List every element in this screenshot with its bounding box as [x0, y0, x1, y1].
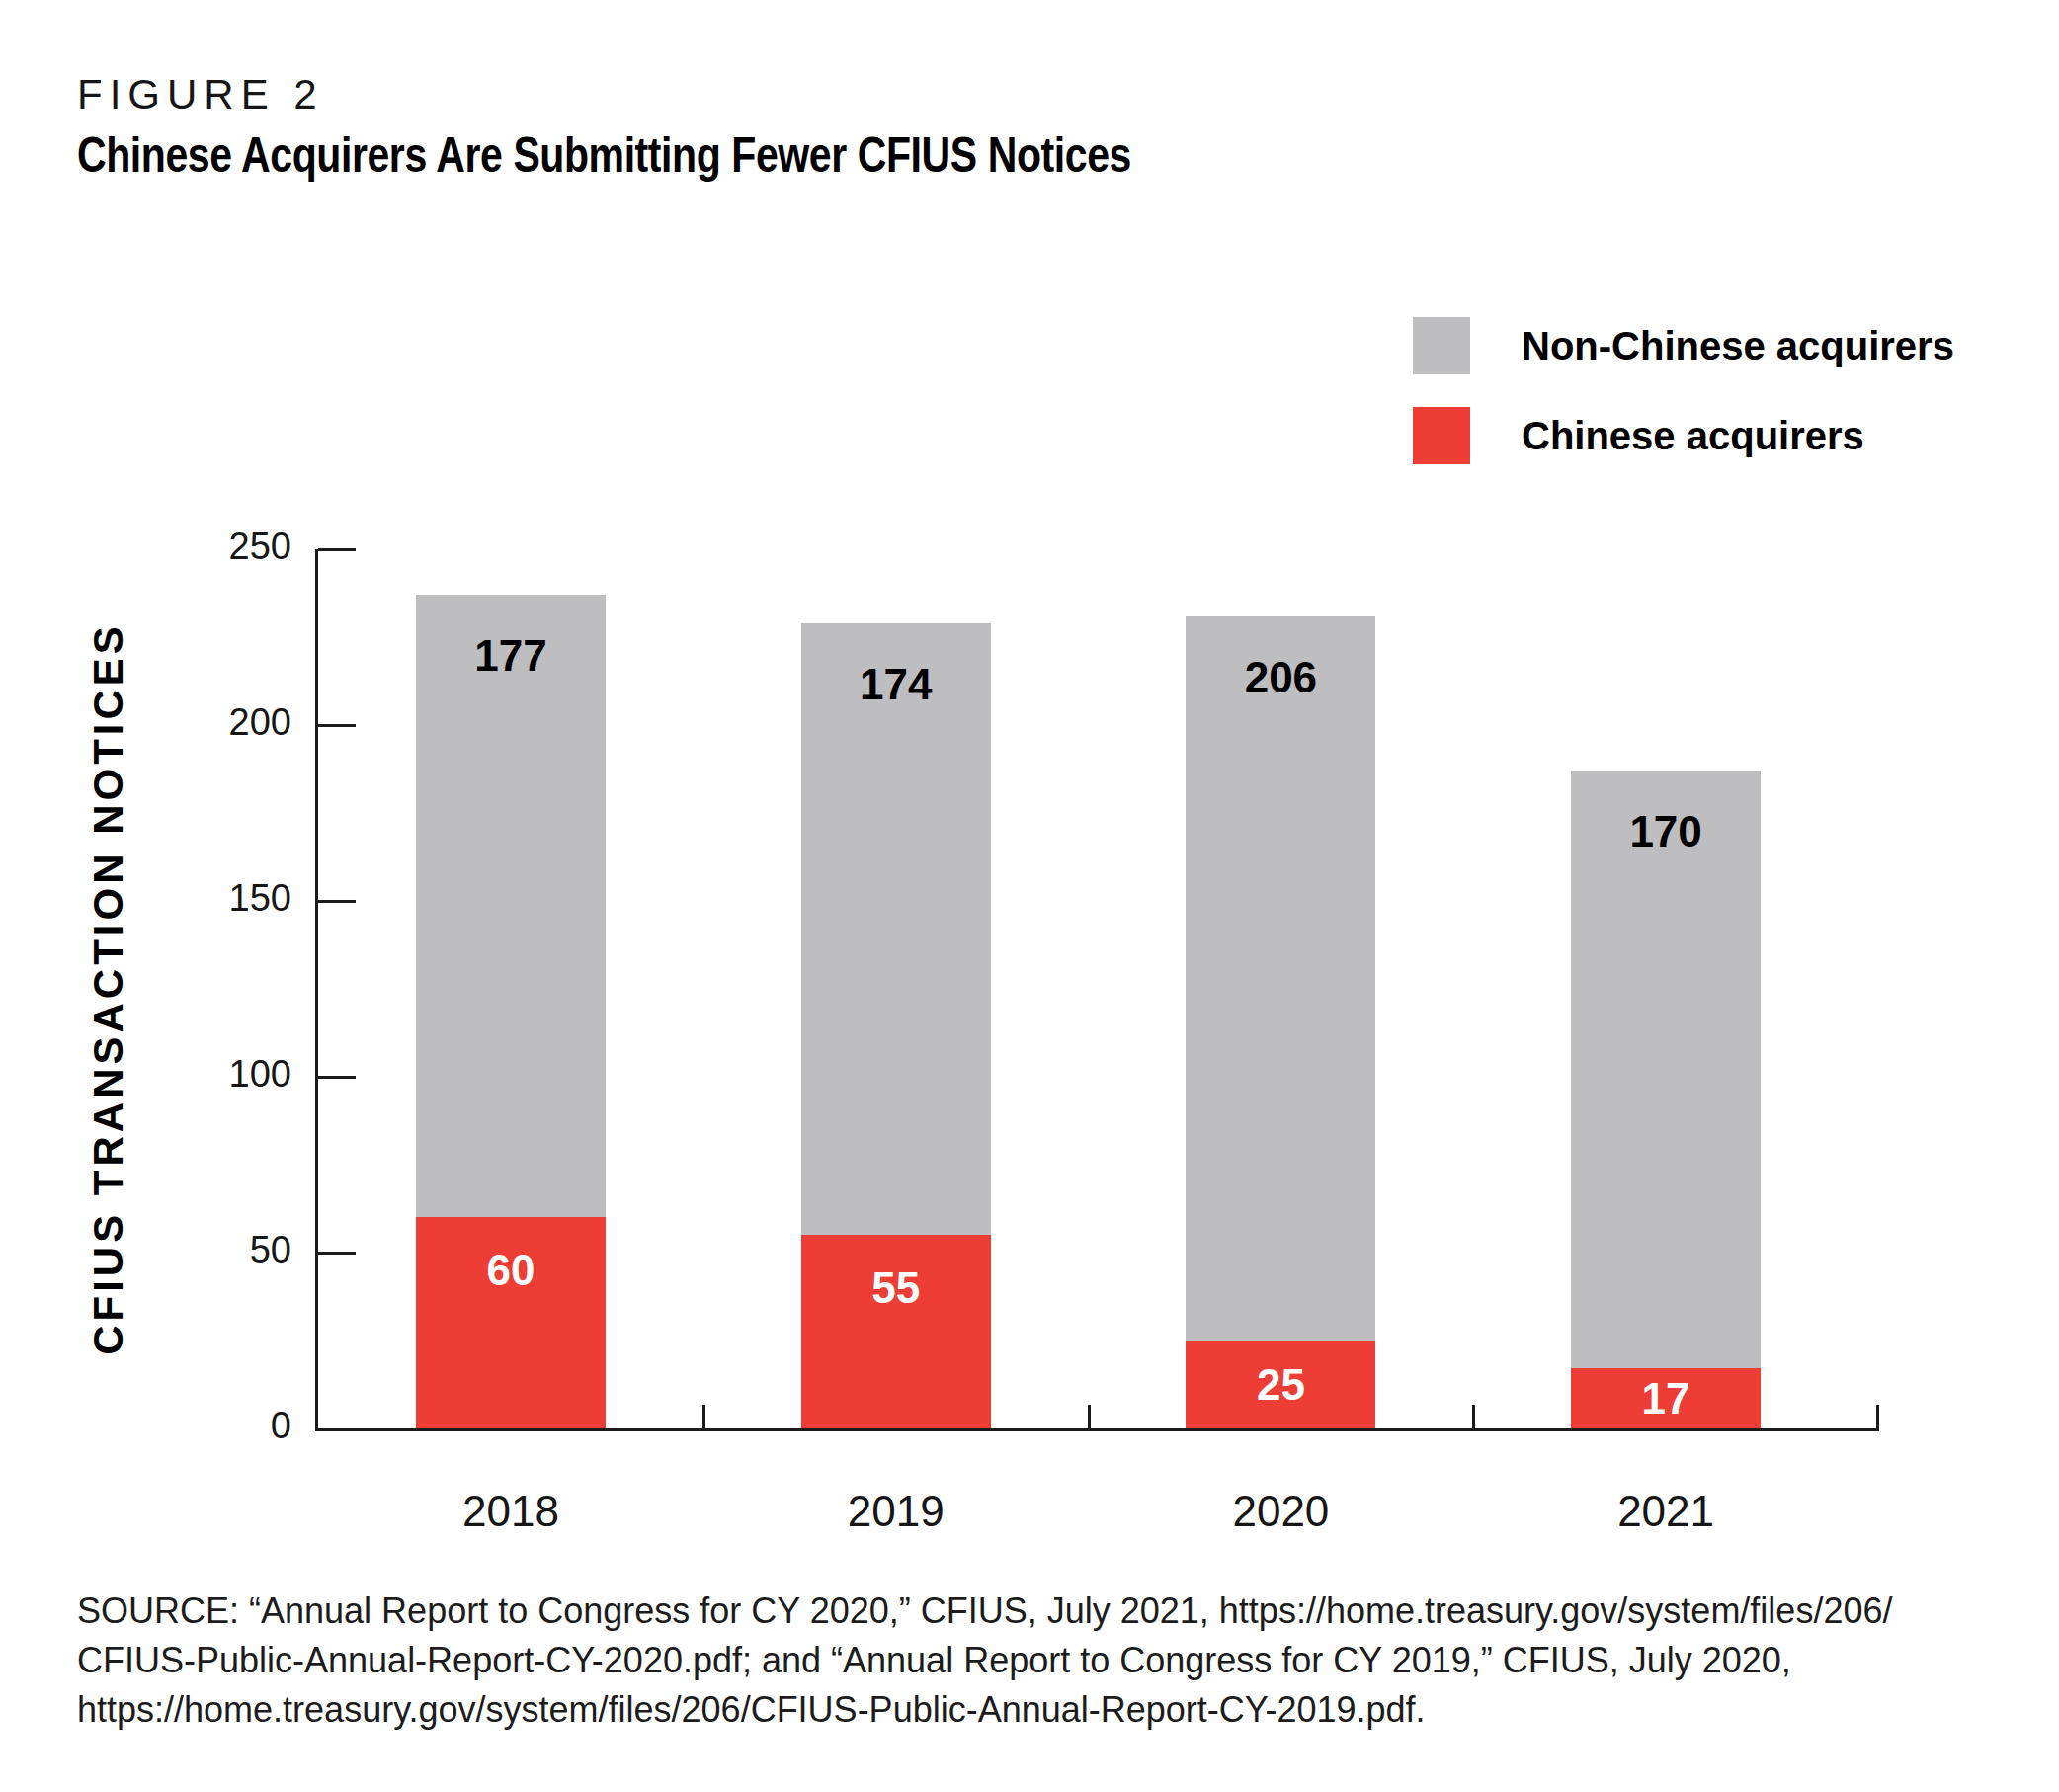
y-tick: [318, 724, 356, 727]
source-line-2: CFIUS-Public-Annual-Report-CY-2020.pdf; …: [77, 1636, 1892, 1685]
bar-value-chinese: 60: [416, 1245, 606, 1296]
x-tick: [1472, 1405, 1475, 1428]
x-axis-label: 2018: [416, 1487, 606, 1536]
bar-value-non-chinese: 170: [1571, 806, 1761, 857]
bar-segment-non-chinese: [1571, 771, 1761, 1368]
y-tick-label: 100: [114, 1053, 291, 1096]
y-tick-label: 200: [114, 701, 291, 744]
x-axis-label: 2019: [801, 1487, 991, 1536]
bar-value-chinese: 17: [1571, 1373, 1761, 1425]
x-axis-line: [315, 1428, 1879, 1431]
x-axis-end-tick: [1876, 1405, 1879, 1428]
source-line-1: SOURCE: “Annual Report to Congress for C…: [77, 1587, 1892, 1636]
y-tick-label: 50: [114, 1229, 291, 1271]
y-tick: [318, 1252, 356, 1255]
bar-segment-non-chinese: [1186, 616, 1375, 1341]
bar-value-non-chinese: 177: [416, 630, 606, 682]
source-note: SOURCE: “Annual Report to Congress for C…: [77, 1587, 1892, 1735]
y-tick-label: 0: [114, 1405, 291, 1447]
bar-value-chinese: 55: [801, 1263, 991, 1314]
x-tick: [702, 1405, 705, 1428]
source-line-3: https://home.treasury.gov/system/files/2…: [77, 1685, 1892, 1735]
bar-value-non-chinese: 174: [801, 659, 991, 710]
y-tick: [318, 548, 356, 551]
x-axis-label: 2021: [1571, 1487, 1761, 1536]
y-tick-label: 250: [114, 526, 291, 568]
y-axis-line: [315, 549, 318, 1431]
plot-area: 0 50 100 150 200 250 177 60 2018 174 55 2019 206 25 20…: [0, 0, 2059, 1792]
bar-value-chinese: 25: [1186, 1359, 1375, 1411]
y-tick: [318, 900, 356, 903]
y-tick-label: 150: [114, 877, 291, 920]
y-tick: [318, 1076, 356, 1079]
x-tick: [1088, 1405, 1091, 1428]
bar-segment-non-chinese: [801, 623, 991, 1235]
bar-segment-non-chinese: [416, 595, 606, 1217]
x-axis-label: 2020: [1186, 1487, 1375, 1536]
bar-value-non-chinese: 206: [1186, 652, 1375, 703]
